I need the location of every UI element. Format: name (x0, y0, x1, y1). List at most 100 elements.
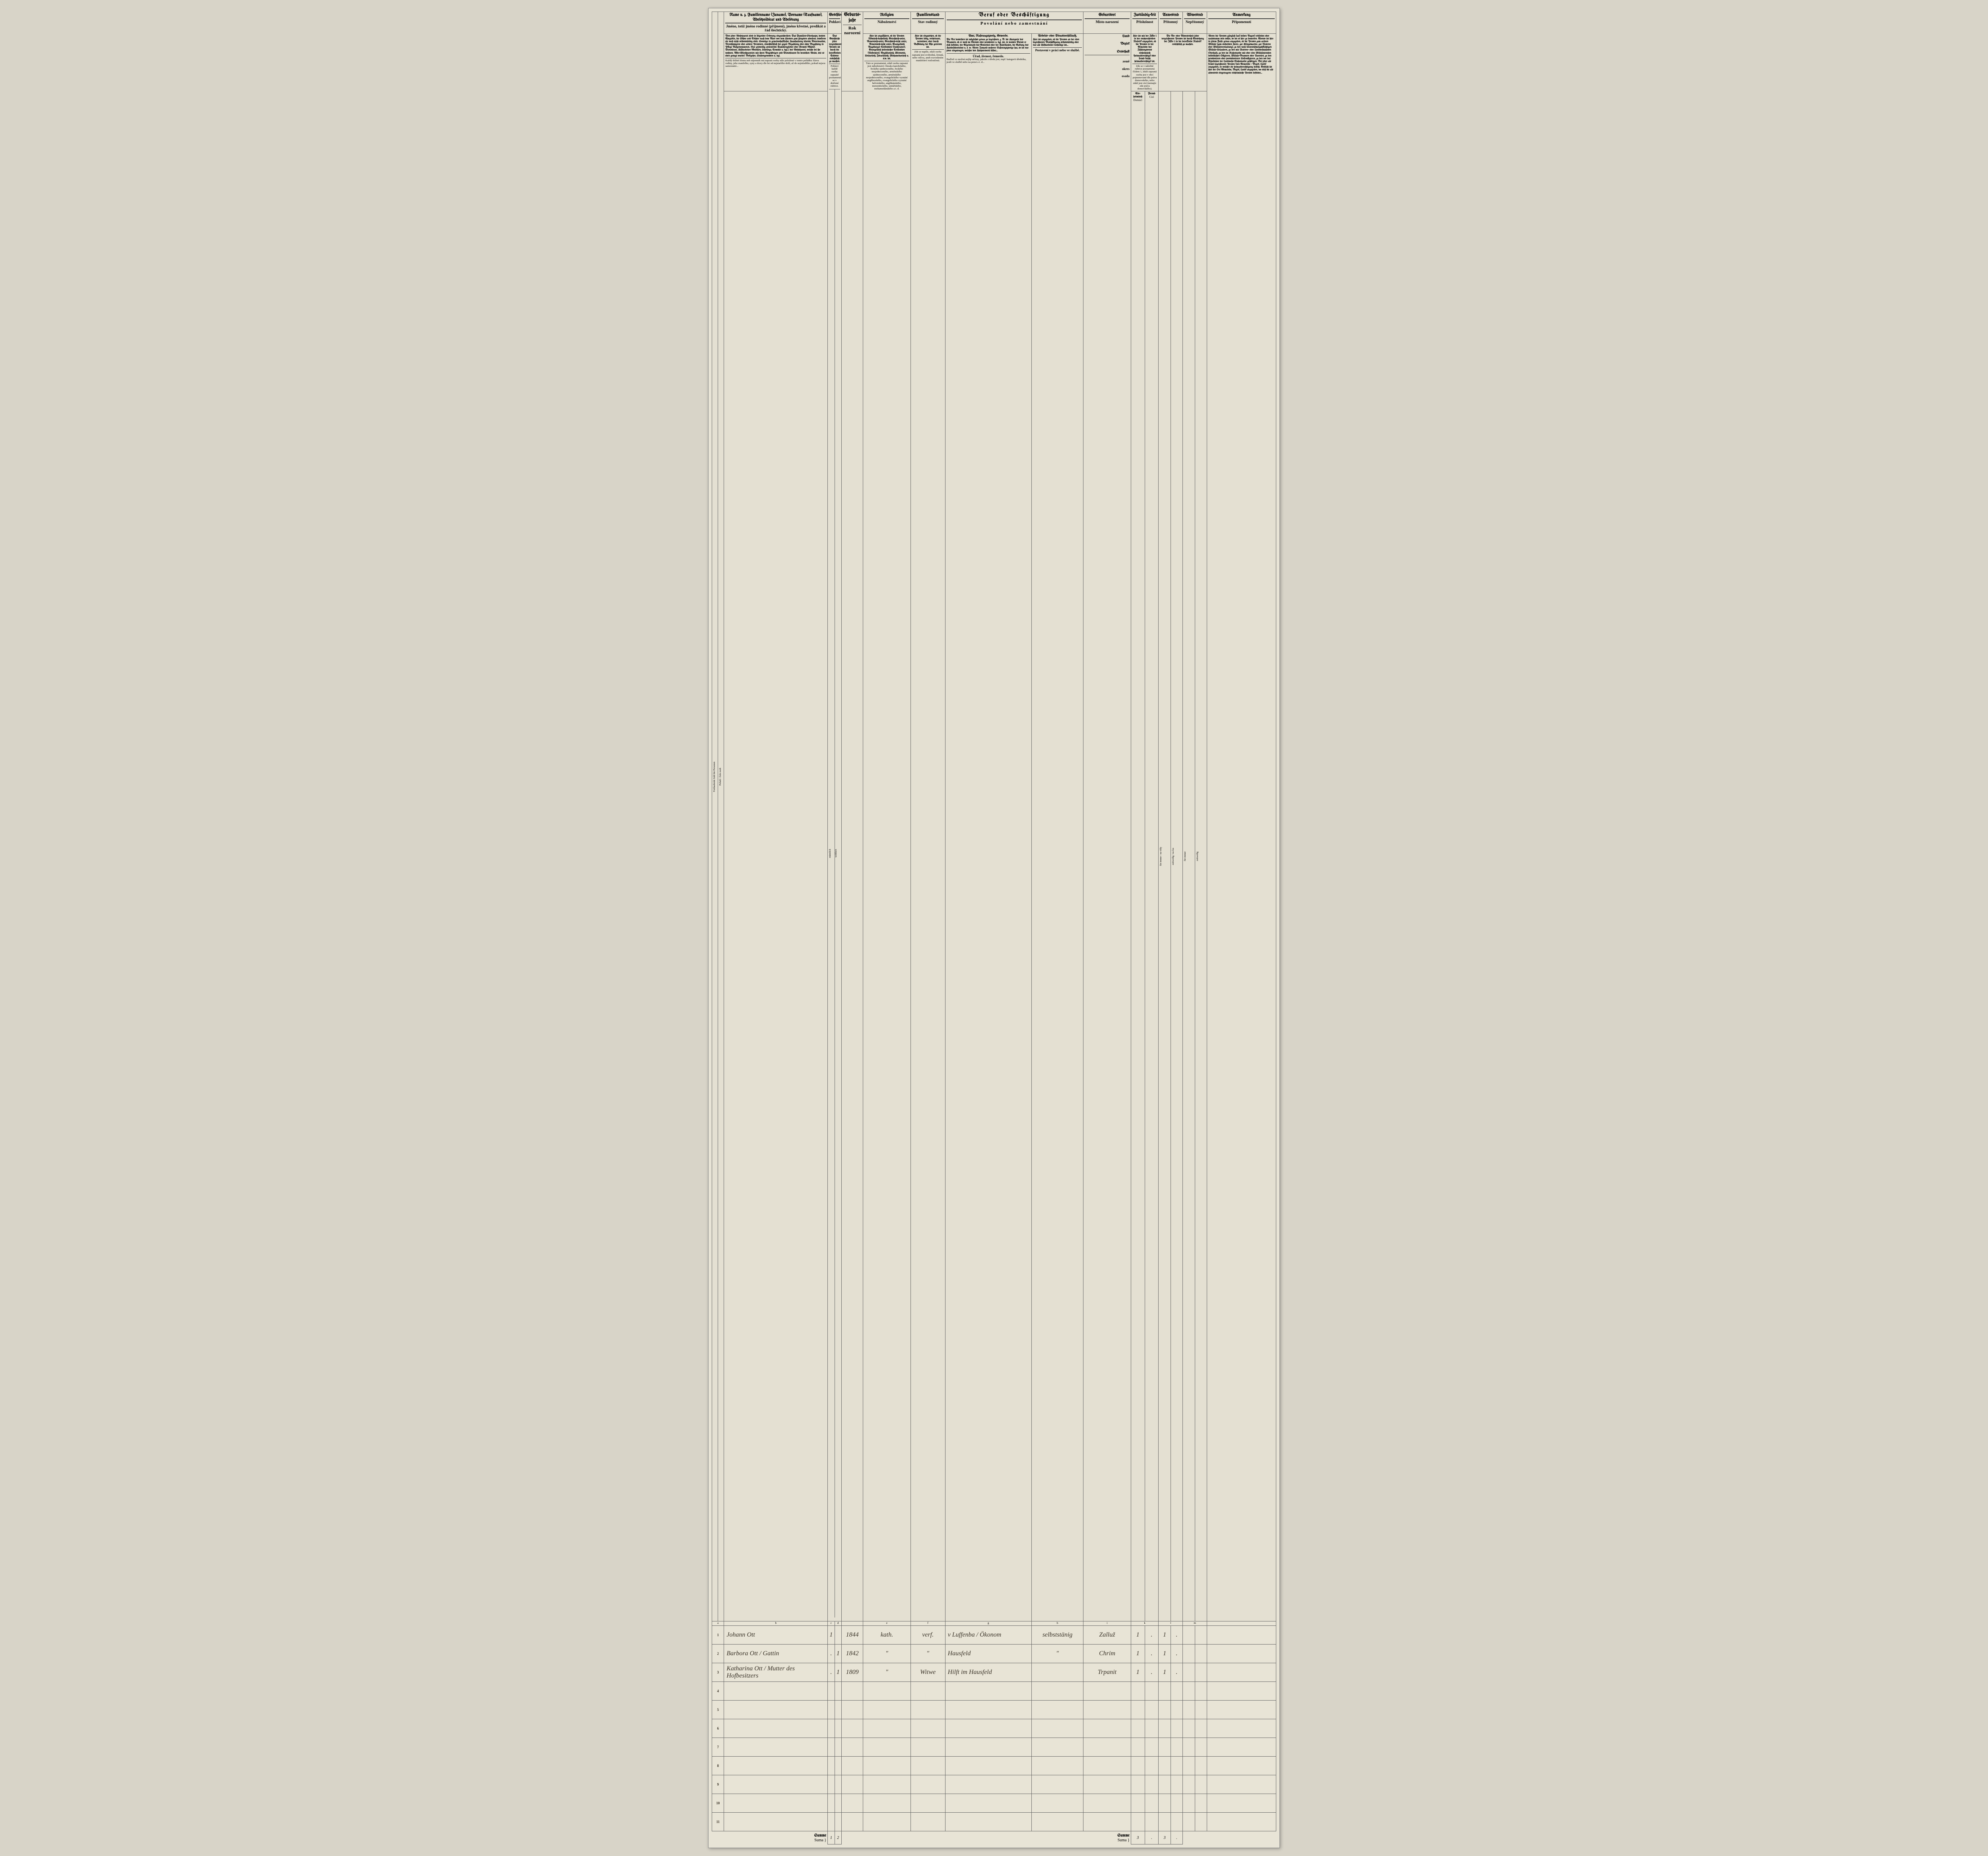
table-row: 7 (712, 1738, 1276, 1757)
cell-remark (1207, 1663, 1276, 1682)
cell-year: 1844 (841, 1626, 863, 1645)
cell-present2 (1171, 1794, 1182, 1813)
cell-occupation (945, 1775, 1031, 1794)
cell-occupation (945, 1794, 1031, 1813)
cell-einheimisch (1131, 1757, 1145, 1775)
cell-present2: . (1171, 1663, 1182, 1682)
cell-birthplace (1083, 1719, 1131, 1738)
cell-year (841, 1775, 863, 1794)
table-row: 11 (712, 1813, 1276, 1831)
cell-absent2 (1195, 1719, 1207, 1738)
cell-present1 (1159, 1775, 1171, 1794)
cell-absent2 (1195, 1813, 1207, 1831)
sex-instr: Das Geschlecht jeder verzeichneten Perso… (828, 33, 842, 1621)
cell-fremd (1145, 1813, 1159, 1831)
cell-absent1 (1183, 1775, 1195, 1794)
cell-fremd: . (1145, 1663, 1159, 1682)
sum-row: Summe Suma } 1 2 Summe Suma } 3 . 3 . (712, 1831, 1276, 1844)
cell-female (835, 1719, 841, 1738)
cell-family (911, 1719, 945, 1738)
row-num: 4 (712, 1682, 724, 1701)
col-remark-head: Anmerkung Připomenutí (1207, 12, 1276, 34)
cell-relation (1031, 1775, 1083, 1794)
cell-relation (1031, 1663, 1083, 1682)
cell-absent1 (1183, 1645, 1195, 1663)
birthplace-instr: Land Bezirk Ortschaft země okres osada (1083, 33, 1131, 1621)
cell-occupation (945, 1813, 1031, 1831)
row-num: 7 (712, 1738, 724, 1757)
cell-male (828, 1775, 835, 1794)
cell-male (828, 1682, 835, 1701)
cell-present1: 1 (1159, 1663, 1171, 1682)
col-seq1: Fortlaufende Zahl der Personen (712, 12, 718, 1621)
table-row: 4 (712, 1682, 1276, 1701)
col-name-head: Name u. z. Familienname (Zuname), Vornam… (724, 12, 828, 34)
cell-name (724, 1682, 828, 1701)
cell-absent2 (1195, 1682, 1207, 1701)
col-sex-head: Geschlecht Pohlaví (828, 12, 842, 34)
cell-einheimisch: 1 (1131, 1645, 1145, 1663)
table-row: 6 (712, 1719, 1276, 1738)
cell-present1 (1159, 1794, 1171, 1813)
cell-female (835, 1626, 841, 1645)
cell-female (835, 1757, 841, 1775)
cell-absent1 (1183, 1701, 1195, 1719)
occ-instr1: Amt, Nahrungszweig, Gewerbe. Die Art des… (945, 33, 1031, 1621)
cell-relation (1031, 1682, 1083, 1701)
cell-einheimisch (1131, 1775, 1145, 1794)
cell-absent2 (1195, 1701, 1207, 1719)
cell-religion (863, 1813, 911, 1831)
cell-family (911, 1794, 945, 1813)
cell-male (828, 1757, 835, 1775)
family-instr: Hier ist einzusetzen, ob die Person ledi… (911, 33, 945, 1621)
zust-instr: Hier ist mit der Ziffer 1 in der entspre… (1131, 33, 1159, 91)
cell-einheimisch (1131, 1719, 1145, 1738)
cell-relation: " (1031, 1645, 1083, 1663)
cell-fremd (1145, 1719, 1159, 1738)
cell-name (724, 1794, 828, 1813)
row-num: 6 (712, 1719, 724, 1738)
cell-absent1 (1183, 1794, 1195, 1813)
cell-fremd (1145, 1738, 1159, 1757)
cell-name (724, 1813, 828, 1831)
cell-name: Katharina Ott / Mutter des Hofbesitzers (724, 1663, 828, 1682)
cell-family (911, 1701, 945, 1719)
cell-einheimisch (1131, 1701, 1145, 1719)
cell-absent2 (1195, 1663, 1207, 1682)
cell-male (828, 1738, 835, 1757)
table-row: 5 (712, 1701, 1276, 1719)
cell-absent2 (1195, 1794, 1207, 1813)
table-row: 3Katharina Ott / Mutter des Hofbesitzers… (712, 1663, 1276, 1682)
cell-absent1 (1183, 1682, 1195, 1701)
cell-female (835, 1701, 841, 1719)
cell-present2 (1171, 1775, 1182, 1794)
cell-birthplace: Chrim (1083, 1645, 1131, 1663)
row-num: 2 (712, 1645, 724, 1663)
cell-present2 (1171, 1682, 1182, 1701)
cell-male: . (828, 1645, 835, 1663)
cell-female (835, 1813, 841, 1831)
cell-relation (1031, 1701, 1083, 1719)
cell-present2 (1171, 1719, 1182, 1738)
cell-occupation (945, 1682, 1031, 1701)
cell-female (835, 1682, 841, 1701)
cell-family (911, 1757, 945, 1775)
row-num: 8 (712, 1757, 724, 1775)
cell-present1: 1 (1159, 1626, 1171, 1645)
cell-absent1 (1183, 1757, 1195, 1775)
cell-occupation (945, 1701, 1031, 1719)
cell-remark (1207, 1626, 1276, 1645)
name-instr: Von jeder Wohnpartei sind in folgender O… (724, 33, 828, 91)
cell-year: 1809 (841, 1663, 863, 1682)
cell-year (841, 1682, 863, 1701)
cell-religion (863, 1682, 911, 1701)
cell-einheimisch (1131, 1738, 1145, 1757)
cell-name: Barbora Ott / Gattin (724, 1645, 828, 1663)
cell-absent1 (1183, 1663, 1195, 1682)
cell-name (724, 1719, 828, 1738)
cell-relation (1031, 1719, 1083, 1738)
cell-birthplace (1083, 1813, 1131, 1831)
cell-female (835, 1775, 841, 1794)
cell-absent2 (1195, 1738, 1207, 1757)
cell-absent2 (1195, 1645, 1207, 1663)
